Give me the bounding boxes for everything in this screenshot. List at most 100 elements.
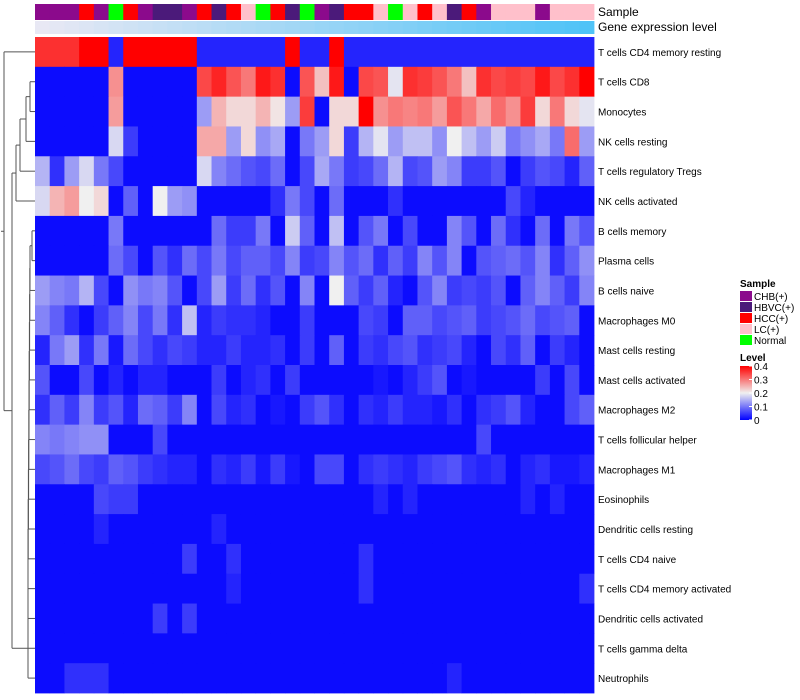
heatmap-cell	[35, 633, 51, 664]
heatmap-cell	[461, 66, 477, 98]
heatmap-cell	[182, 603, 198, 634]
heatmap-cell	[226, 186, 242, 217]
heatmap-cell	[535, 126, 551, 157]
heatmap-cell	[211, 126, 227, 157]
heatmap-cell	[314, 543, 330, 575]
heatmap-cell	[432, 484, 448, 515]
heatmap-cell	[446, 126, 463, 157]
heatmap-cell	[432, 305, 448, 336]
expression-cell	[535, 21, 551, 34]
heatmap-cell	[108, 365, 124, 396]
heatmap-cell	[270, 66, 286, 98]
heatmap-cell	[314, 484, 330, 515]
heatmap-cell	[388, 66, 404, 98]
heatmap-cell	[329, 37, 345, 68]
heatmap-cell	[329, 305, 345, 336]
heatmap-cell	[476, 96, 492, 127]
sample-legend-label: Normal	[754, 336, 786, 347]
heatmap-cell	[152, 633, 168, 664]
heatmap-cell	[520, 394, 536, 426]
heatmap-cell	[270, 484, 286, 515]
heatmap-cell	[417, 186, 433, 217]
heatmap-cell	[417, 484, 433, 515]
heatmap-cell	[402, 275, 418, 306]
heatmap-cell	[285, 424, 301, 455]
heatmap-cell	[285, 543, 301, 575]
heatmap-cell	[549, 126, 565, 157]
heatmap-cell	[79, 215, 95, 247]
heatmap-cell	[446, 335, 463, 366]
level-tick-label: 0.4	[754, 362, 768, 373]
heatmap-cell	[211, 245, 227, 276]
heatmap-cell	[108, 305, 124, 336]
heatmap-cell	[520, 305, 536, 336]
heatmap-cell	[343, 573, 360, 604]
heatmap-cell	[49, 275, 65, 306]
expression-cell	[491, 21, 507, 34]
heatmap-cell	[285, 37, 301, 68]
heatmap-cell	[79, 454, 95, 485]
row-label: T cells gamma delta	[598, 644, 688, 655]
heatmap-cell	[358, 66, 374, 98]
heatmap-cell	[182, 96, 198, 127]
heatmap-cell	[211, 305, 227, 336]
heatmap-cell	[446, 37, 463, 68]
heatmap-cell	[196, 573, 212, 604]
expression-cell	[152, 21, 168, 34]
heatmap-cell	[402, 305, 418, 336]
heatmap-cell	[226, 543, 242, 575]
heatmap-cell	[123, 394, 139, 426]
heatmap-cell	[520, 573, 536, 604]
heatmap-cell	[505, 424, 521, 455]
heatmap-cell	[79, 275, 95, 306]
heatmap-cell	[491, 424, 507, 455]
heatmap-cell	[329, 186, 345, 217]
heatmap-cell	[358, 335, 374, 366]
heatmap-cell	[182, 66, 198, 98]
expression-cell	[285, 21, 301, 34]
sample-legend-label: CHB(+)	[754, 292, 788, 303]
heatmap-cell	[491, 454, 507, 485]
heatmap-cell	[226, 305, 242, 336]
heatmap-cell	[64, 573, 80, 604]
heatmap-cell	[240, 633, 257, 664]
heatmap-cell	[432, 66, 448, 98]
heatmap-cell	[358, 454, 374, 485]
heatmap-cell	[152, 514, 168, 545]
heatmap-cell	[402, 37, 418, 68]
heatmap-cell	[211, 186, 227, 217]
heatmap-cell	[167, 514, 183, 545]
row-label: B cells memory	[598, 227, 666, 238]
heatmap-cell	[476, 573, 492, 604]
heatmap-cell	[579, 454, 595, 485]
heatmap-cell	[299, 394, 315, 426]
heatmap-cell	[505, 126, 521, 157]
sample-cell	[476, 4, 492, 20]
heatmap-cell	[491, 514, 507, 545]
heatmap-cell	[505, 186, 521, 217]
heatmap-cell	[152, 245, 168, 276]
heatmap-cell	[108, 633, 124, 664]
heatmap-cell	[564, 66, 580, 98]
heatmap-cell	[285, 573, 301, 604]
heatmap-cell	[388, 275, 404, 306]
heatmap-cell	[255, 573, 271, 604]
sample-cell	[79, 4, 95, 20]
heatmap-cell	[549, 275, 565, 306]
heatmap-cell	[49, 514, 65, 545]
heatmap-cell	[564, 186, 580, 217]
heatmap-cell	[196, 484, 212, 515]
heatmap-cell	[549, 215, 565, 247]
heatmap-cell	[137, 454, 154, 485]
heatmap-cell	[520, 424, 536, 455]
heatmap-cell	[226, 603, 242, 634]
heatmap-cell	[137, 126, 154, 157]
heatmap-cell	[64, 215, 80, 247]
heatmap-cell	[93, 454, 109, 485]
heatmap-cell	[388, 484, 404, 515]
heatmap-cell	[388, 573, 404, 604]
expression-cell	[35, 21, 51, 34]
heatmap-cell	[137, 335, 154, 366]
heatmap-cell	[182, 126, 198, 157]
heatmap-cell	[255, 186, 271, 217]
